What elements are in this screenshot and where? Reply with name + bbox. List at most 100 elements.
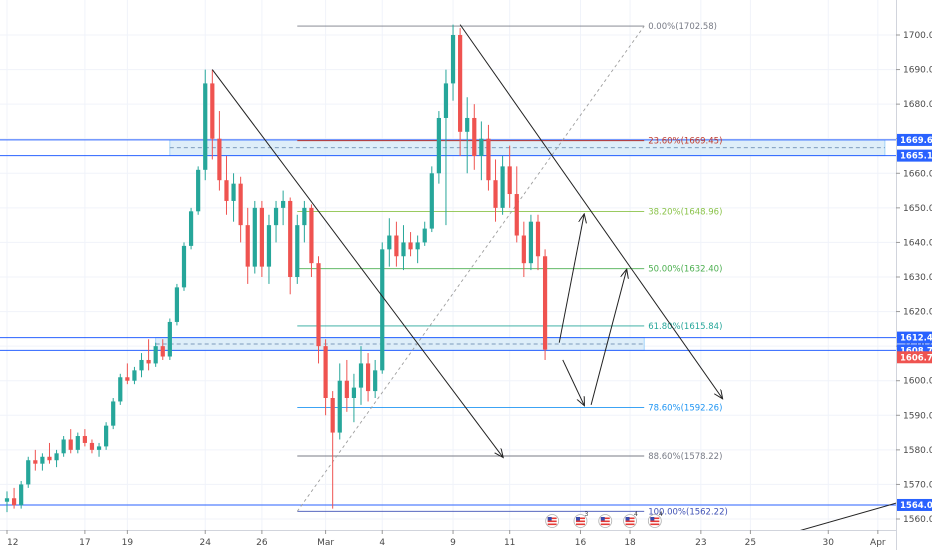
us-flag-event-icon[interactable]: 3 — [573, 511, 589, 528]
candle-body — [196, 169, 201, 212]
price-tick-label: 1690.00 — [903, 66, 932, 76]
time-tick-label: 4 — [379, 538, 385, 548]
candle-body — [373, 370, 378, 392]
price-tick-label: 1600.00 — [903, 377, 932, 387]
candle-body — [19, 484, 24, 506]
fib-level-label: 23.60%(1669.45) — [648, 137, 722, 147]
price-tick-label: 1570.00 — [903, 480, 932, 490]
price-axis[interactable]: 1560.001570.001580.001590.001600.001610.… — [896, 0, 932, 550]
candle-body — [174, 287, 180, 322]
level-price-tag[interactable]: 1564.06 — [897, 498, 932, 511]
svg-text:1669.65: 1669.65 — [900, 136, 932, 146]
price-tick-label: 1650.00 — [903, 204, 932, 214]
time-tick-label: 11 — [504, 538, 515, 548]
candle-body — [188, 211, 194, 246]
candle-body — [224, 180, 229, 201]
candle-body — [203, 83, 208, 170]
time-tick-label: 23 — [695, 538, 706, 548]
candle-body — [408, 242, 413, 250]
candle-body — [167, 321, 172, 357]
trendline[interactable] — [211, 69, 502, 457]
candle-body — [68, 439, 73, 450]
us-flag-event-icon[interactable]: 4 — [647, 511, 663, 528]
svg-text:1665.11: 1665.11 — [900, 152, 932, 162]
fib-level-label: 78.60%(1592.26) — [648, 403, 722, 413]
fib-level-label: 38.20%(1648.96) — [648, 207, 722, 217]
last-price-tag[interactable]: 1606.78 — [897, 351, 932, 364]
projection-arrow[interactable] — [558, 215, 584, 343]
us-flag-event-icon[interactable]: 4 — [623, 511, 639, 528]
candle-body — [316, 263, 321, 347]
candle-body — [281, 200, 286, 208]
projection-arrow[interactable] — [590, 270, 626, 406]
candle-body — [47, 456, 52, 461]
candle-body — [259, 207, 264, 267]
projection-arrow[interactable] — [562, 359, 584, 405]
time-tick-label: 19 — [122, 538, 134, 548]
level-price-tag[interactable]: 1669.65 — [897, 133, 932, 146]
time-tick-label: 12 — [7, 538, 18, 548]
candle-body — [443, 83, 449, 118]
candle-body — [288, 200, 293, 277]
price-tick-label: 1590.00 — [903, 411, 932, 421]
candle-body — [535, 221, 541, 257]
us-flag-event-icon[interactable] — [598, 514, 613, 528]
trendline[interactable] — [459, 24, 722, 398]
candle-body — [500, 166, 505, 208]
candle-body — [458, 35, 463, 132]
price-tick-label: 1620.00 — [903, 308, 932, 318]
svg-text:1606.78: 1606.78 — [900, 353, 932, 363]
price-tick-label: 1580.00 — [903, 446, 932, 456]
price-tick-label: 1640.00 — [903, 238, 932, 248]
event-count-label: 4 — [659, 511, 663, 518]
candle-body — [89, 442, 95, 450]
candle-body — [181, 245, 187, 288]
candle-body — [153, 346, 158, 364]
price-tick-label: 1680.00 — [903, 100, 932, 110]
price-tick-label: 1700.00 — [903, 31, 932, 41]
candle-body — [309, 207, 314, 264]
fib-level-label: 61.80%(1615.84) — [648, 322, 722, 332]
candlestick-series — [4, 24, 548, 513]
candle-body — [210, 83, 215, 139]
candle-body — [465, 117, 470, 132]
candle-body — [302, 207, 307, 226]
candle-body — [514, 194, 519, 236]
candle-body — [33, 460, 38, 464]
candle-body — [4, 498, 10, 502]
fib-level-label: 100.00%(1562.22) — [648, 507, 728, 517]
time-tick-label: 18 — [624, 538, 636, 548]
level-price-tag[interactable]: 1612.47 — [897, 331, 932, 344]
candle-body — [96, 446, 102, 450]
candle-body — [118, 377, 123, 402]
candle-body — [493, 180, 498, 208]
candle-body — [54, 453, 59, 461]
candle-body — [26, 460, 31, 485]
candle-body — [479, 138, 484, 156]
candle-body — [344, 380, 349, 398]
candle-body — [139, 359, 144, 371]
candle-body — [365, 363, 371, 392]
fib-level-label: 88.60%(1578.22) — [648, 452, 722, 462]
candle-body — [132, 370, 137, 381]
candle-body — [401, 242, 406, 257]
fib-level-label: 0.00%(1702.58) — [648, 22, 717, 32]
level-price-tag[interactable]: 1665.11 — [897, 149, 932, 162]
economic-event-markers[interactable]: 3 4 4 — [545, 511, 663, 528]
candle-body — [295, 225, 300, 277]
candle-body — [111, 401, 116, 426]
candle-body — [245, 225, 250, 267]
time-tick-label: Apr — [870, 538, 886, 548]
us-flag-event-icon[interactable] — [545, 514, 560, 528]
time-axis[interactable]: 12 17 19 24 26 Mar 4 9 11 16 18 23 25 30 Apr — [0, 530, 896, 550]
fibonacci-retracement[interactable]: 0.00%(1702.58) 23.60%(1669.45) 38.20%(1648… — [296, 22, 728, 517]
event-count-label: 3 — [584, 511, 588, 518]
candle-body — [11, 498, 17, 506]
svg-text:1612.47: 1612.47 — [900, 334, 932, 344]
candle-body — [521, 235, 526, 264]
time-tick-label: 9 — [450, 538, 456, 548]
candle-body — [507, 166, 512, 195]
event-count-label: 4 — [634, 511, 638, 518]
price-tick-label: 1630.00 — [903, 273, 932, 283]
